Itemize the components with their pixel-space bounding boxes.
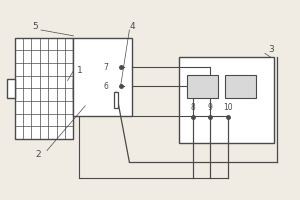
Text: 1: 1 (76, 66, 82, 75)
Bar (187, 75, 218, 98)
Text: 7: 7 (103, 63, 108, 72)
Bar (7, 79, 15, 98)
Bar (114, 92, 118, 108)
Text: 4: 4 (130, 22, 135, 31)
Bar (225, 75, 256, 98)
Bar (179, 57, 274, 143)
Text: 6: 6 (103, 82, 108, 90)
Text: 9: 9 (208, 103, 213, 112)
Text: 2: 2 (35, 150, 41, 159)
Bar (74, 38, 132, 116)
Bar (15, 38, 74, 139)
Text: 5: 5 (32, 22, 38, 31)
Text: 8: 8 (190, 103, 195, 112)
Bar (74, 79, 81, 98)
Text: 3: 3 (268, 45, 274, 54)
Text: 10: 10 (223, 103, 233, 112)
